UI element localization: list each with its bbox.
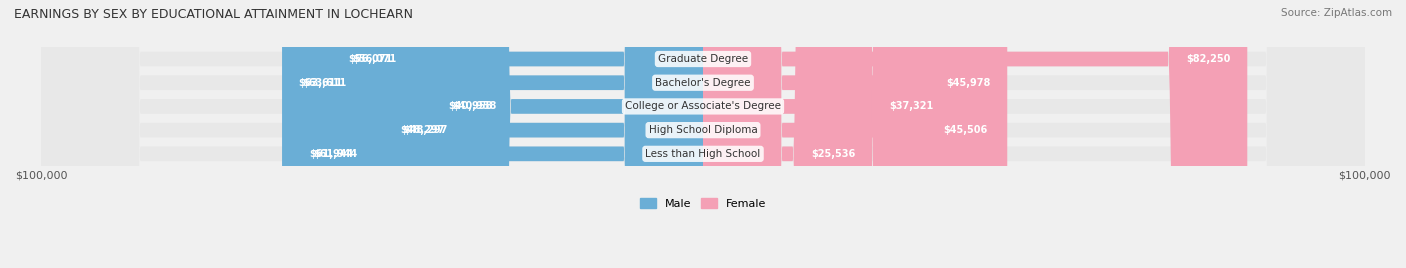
Text: Source: ZipAtlas.com: Source: ZipAtlas.com <box>1281 8 1392 18</box>
Text: $48,297: $48,297 <box>404 125 447 135</box>
Text: Less than High School: Less than High School <box>645 149 761 159</box>
FancyBboxPatch shape <box>292 0 703 268</box>
FancyBboxPatch shape <box>41 0 1365 268</box>
Text: $63,611: $63,611 <box>298 78 343 88</box>
FancyBboxPatch shape <box>41 0 1365 268</box>
Text: $48,297: $48,297 <box>399 125 444 135</box>
FancyBboxPatch shape <box>332 0 703 268</box>
Text: $25,536: $25,536 <box>811 149 855 159</box>
FancyBboxPatch shape <box>703 0 950 268</box>
Text: $82,250: $82,250 <box>1187 54 1230 64</box>
Legend: Male, Female: Male, Female <box>636 194 770 214</box>
FancyBboxPatch shape <box>703 0 1247 268</box>
Text: College or Associate's Degree: College or Associate's Degree <box>626 101 780 111</box>
FancyBboxPatch shape <box>432 0 703 268</box>
FancyBboxPatch shape <box>703 0 1007 268</box>
Text: Bachelor's Degree: Bachelor's Degree <box>655 78 751 88</box>
Text: $63,611: $63,611 <box>302 78 346 88</box>
Text: $40,958: $40,958 <box>449 101 494 111</box>
FancyBboxPatch shape <box>384 0 703 268</box>
FancyBboxPatch shape <box>703 0 872 268</box>
Text: $40,958: $40,958 <box>451 101 496 111</box>
Text: $45,506: $45,506 <box>943 125 987 135</box>
Text: EARNINGS BY SEX BY EDUCATIONAL ATTAINMENT IN LOCHEARN: EARNINGS BY SEX BY EDUCATIONAL ATTAINMEN… <box>14 8 413 21</box>
Text: $56,071: $56,071 <box>349 54 392 64</box>
FancyBboxPatch shape <box>703 0 1004 268</box>
Text: High School Diploma: High School Diploma <box>648 125 758 135</box>
Text: $56,071: $56,071 <box>352 54 396 64</box>
Text: $61,944: $61,944 <box>314 149 357 159</box>
FancyBboxPatch shape <box>41 0 1365 268</box>
Text: $45,978: $45,978 <box>946 78 991 88</box>
Text: $37,321: $37,321 <box>889 101 934 111</box>
FancyBboxPatch shape <box>41 0 1365 268</box>
FancyBboxPatch shape <box>41 0 1365 268</box>
Text: $61,944: $61,944 <box>309 149 354 159</box>
FancyBboxPatch shape <box>283 0 703 268</box>
Text: Graduate Degree: Graduate Degree <box>658 54 748 64</box>
